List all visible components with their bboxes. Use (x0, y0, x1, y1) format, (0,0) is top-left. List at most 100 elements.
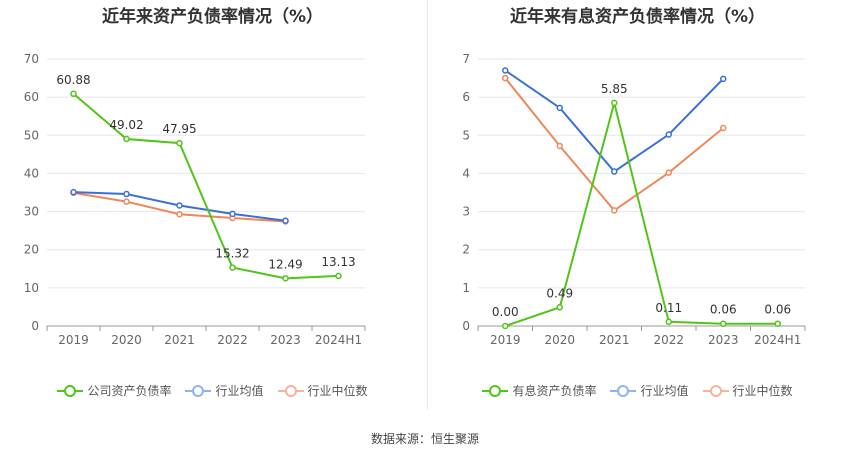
legend-marker-interest (482, 384, 509, 397)
data-point (720, 320, 727, 327)
data-point (123, 198, 130, 205)
data-point (176, 139, 183, 147)
x-tick-label: 2021 (164, 333, 195, 347)
data-point (229, 210, 236, 218)
legend-marker-company (57, 384, 84, 397)
legend-item-median[interactable]: 行业中位数 (277, 382, 368, 399)
x-tick-label: 2019 (490, 333, 521, 347)
x-tick-label: 2024H1 (315, 333, 362, 347)
y-tick-label: 50 (24, 128, 39, 142)
legend-marker-median (277, 384, 304, 397)
x-tick-label: 2020 (544, 333, 575, 347)
data-label: 13.13 (321, 255, 355, 269)
legend-item-mean[interactable]: 行业均值 (185, 382, 264, 399)
chart-title-right: 近年来有息资产负债率情况（%） (509, 7, 766, 27)
data-point (611, 168, 618, 175)
y-tick-label: 30 (24, 205, 39, 219)
legend-left: 公司资产负债率 行业均值 行业中位数 (0, 382, 425, 399)
data-label: 60.88 (56, 73, 90, 87)
y-tick-label: 70 (24, 52, 39, 66)
y-tick-label: 5 (462, 128, 470, 142)
data-label: 0.06 (710, 303, 737, 317)
chart-right: 0 1 2 3 4 5 6 7 2019 2020 2021 2022 2023 2024H1 0.00 0.… (462, 52, 806, 347)
legend-label-mean-right: 行业均值 (640, 384, 689, 398)
y-tick-label: 20 (24, 243, 39, 257)
data-label: 12.49 (268, 257, 302, 271)
legend-label-mean: 行业均值 (215, 384, 264, 398)
data-point (335, 272, 342, 280)
data-point (665, 131, 672, 138)
x-tick-label: 2020 (111, 333, 142, 347)
data-point (282, 217, 289, 224)
data-point (556, 104, 563, 112)
data-label: 0.00 (492, 305, 519, 319)
x-tick-label: 2019 (58, 333, 89, 347)
series-line (504, 77, 724, 212)
legend-marker-mean (185, 384, 212, 397)
x-tick-label: 2023 (708, 333, 739, 347)
data-source: 数据来源：恒生聚源 (370, 432, 479, 446)
y-tick-label: 0 (31, 319, 39, 333)
data-label: 15.32 (215, 247, 249, 261)
data-point (665, 318, 672, 326)
data-point (70, 90, 77, 98)
data-point (176, 210, 183, 218)
x-tick-label: 2023 (270, 333, 301, 347)
panel-divider (427, 0, 428, 410)
data-point (502, 74, 509, 82)
data-point (176, 202, 183, 209)
legend-right: 有息资产负债率 行业均值 行业中位数 (425, 382, 850, 399)
legend-item-interest[interactable]: 有息资产负债率 (482, 382, 596, 399)
data-label: 0.11 (655, 301, 682, 315)
y-tick-label: 3 (462, 205, 470, 219)
data-point (123, 135, 130, 143)
y-tick-label: 6 (462, 90, 470, 104)
data-label: 47.95 (162, 122, 196, 136)
y-tick-label: 60 (24, 90, 39, 104)
legend-marker-mean-right (610, 384, 637, 397)
data-label: 0.06 (764, 303, 791, 317)
data-point (556, 142, 563, 150)
chart-panel-left: 近年来资产负债率情况（%） 0 10 20 30 40 50 60 70 2019 2020 202… (0, 0, 425, 420)
legend-label-company: 公司资产负债率 (87, 384, 172, 398)
legend-item-company[interactable]: 公司资产负债率 (57, 382, 171, 399)
data-label: 5.85 (601, 82, 628, 96)
data-point (611, 99, 618, 107)
data-point (70, 188, 77, 196)
data-label: 49.02 (109, 118, 143, 132)
data-point (502, 322, 509, 330)
series-line (504, 102, 778, 327)
y-tick-label: 7 (462, 52, 470, 66)
data-point (229, 264, 236, 271)
data-point (611, 207, 618, 214)
data-point (720, 124, 727, 132)
x-tick-label: 2022 (653, 333, 684, 347)
chart-title-left: 近年来资产负债率情况（%） (101, 7, 324, 27)
legend-item-mean-right[interactable]: 行业均值 (610, 382, 689, 399)
data-point (665, 169, 672, 176)
x-tick-label: 2022 (217, 333, 248, 347)
legend-label-median: 行业中位数 (307, 384, 368, 398)
data-point (774, 320, 781, 327)
data-point (556, 304, 563, 311)
chart-panel-right: 近年来有息资产负债率情况（%） 0 1 2 3 4 5 6 7 2019 2020 2021 2022… (425, 0, 850, 420)
y-tick-label: 1 (462, 281, 470, 295)
y-tick-label: 4 (462, 166, 470, 180)
y-tick-label: 2 (462, 243, 470, 257)
series-line (72, 93, 339, 280)
data-point (282, 275, 289, 282)
x-tick-label: 2024H1 (754, 333, 801, 347)
chart-left: 0 10 20 30 40 50 60 70 2019 2020 2021 2022 2023 2024H… (24, 52, 366, 347)
data-point (123, 190, 130, 198)
legend-label-median-right: 行业中位数 (732, 384, 793, 398)
legend-label-interest: 有息资产负债率 (512, 384, 597, 398)
data-point (502, 67, 509, 74)
y-tick-label: 40 (24, 166, 39, 180)
data-label: 0.49 (546, 286, 573, 300)
y-tick-label: 10 (24, 281, 39, 295)
y-tick-label: 0 (462, 319, 470, 333)
x-tick-label: 2021 (599, 333, 630, 347)
legend-marker-median-right (702, 384, 729, 397)
data-point (720, 75, 727, 83)
legend-item-median-right[interactable]: 行业中位数 (702, 382, 793, 399)
